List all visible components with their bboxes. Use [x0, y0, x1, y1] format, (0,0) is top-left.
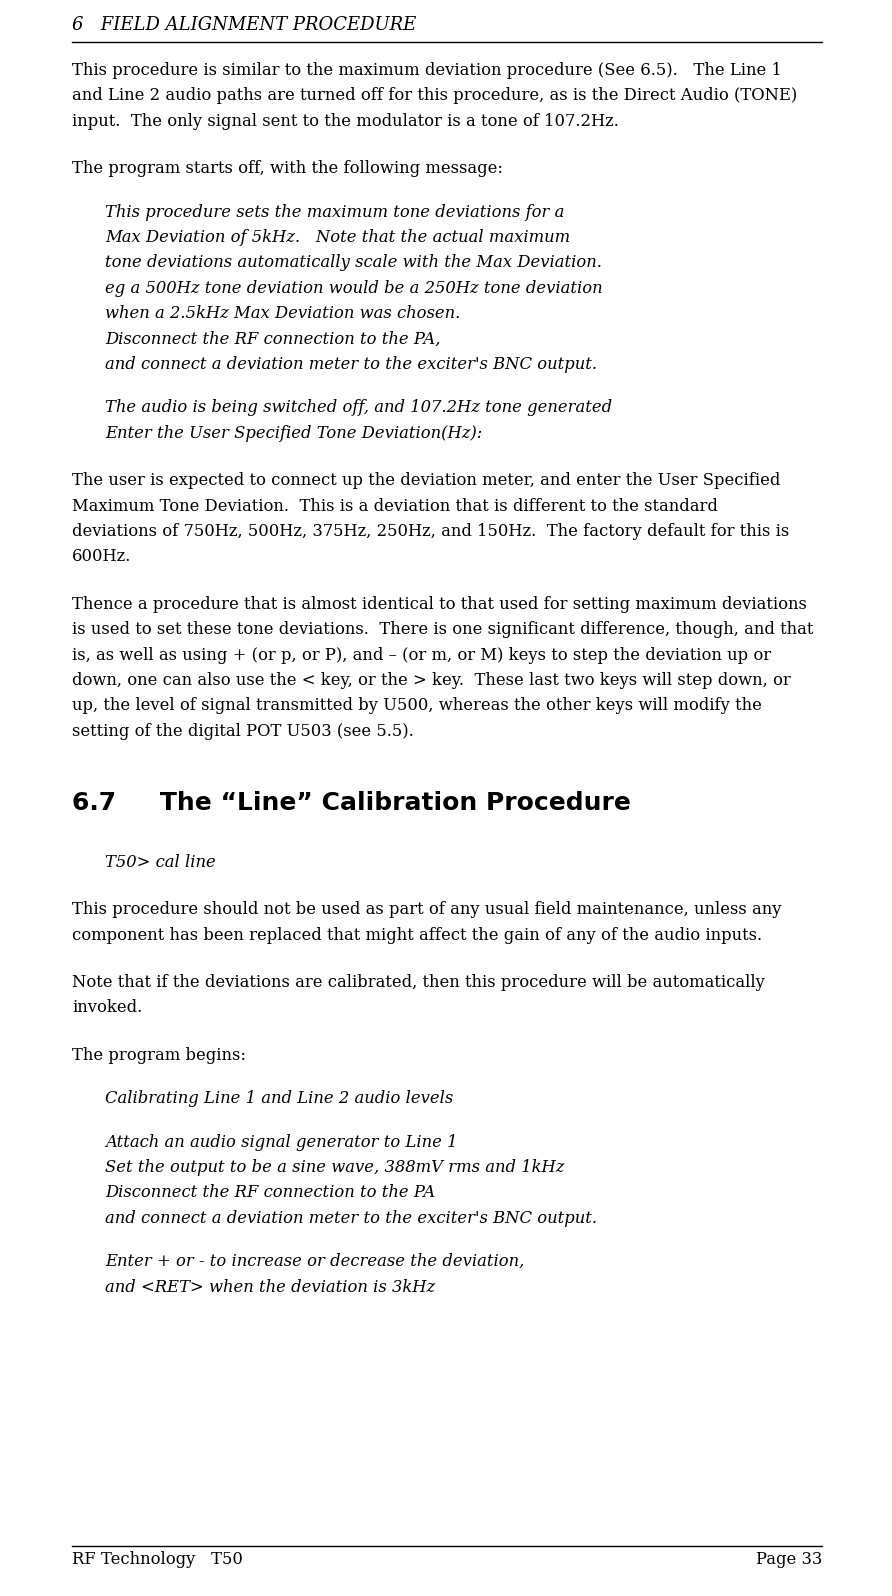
Text: The audio is being switched off, and 107.2Hz tone generated: The audio is being switched off, and 107… — [105, 399, 612, 417]
Text: Attach an audio signal generator to Line 1: Attach an audio signal generator to Line… — [105, 1133, 458, 1151]
Text: and connect a deviation meter to the exciter's BNC output.: and connect a deviation meter to the exc… — [105, 356, 597, 373]
Text: The program starts off, with the following message:: The program starts off, with the followi… — [72, 160, 503, 177]
Text: This procedure is similar to the maximum deviation procedure (See 6.5).   The Li: This procedure is similar to the maximum… — [72, 62, 782, 78]
Text: up, the level of signal transmitted by U500, whereas the other keys will modify : up, the level of signal transmitted by U… — [72, 697, 762, 715]
Text: and <RET> when the deviation is 3kHz: and <RET> when the deviation is 3kHz — [105, 1278, 435, 1296]
Text: and connect a deviation meter to the exciter's BNC output.: and connect a deviation meter to the exc… — [105, 1210, 597, 1227]
Text: This procedure should not be used as part of any usual field maintenance, unless: This procedure should not be used as par… — [72, 902, 781, 918]
Text: Enter the User Specified Tone Deviation(Hz):: Enter the User Specified Tone Deviation(… — [105, 425, 483, 442]
Text: Disconnect the RF connection to the PA: Disconnect the RF connection to the PA — [105, 1184, 435, 1202]
Text: setting of the digital POT U503 (see 5.5).: setting of the digital POT U503 (see 5.5… — [72, 723, 414, 741]
Text: Maximum Tone Deviation.  This is a deviation that is different to the standard: Maximum Tone Deviation. This is a deviat… — [72, 498, 718, 514]
Text: input.  The only signal sent to the modulator is a tone of 107.2Hz.: input. The only signal sent to the modul… — [72, 113, 619, 129]
Text: deviations of 750Hz, 500Hz, 375Hz, 250Hz, and 150Hz.  The factory default for th: deviations of 750Hz, 500Hz, 375Hz, 250Hz… — [72, 523, 789, 539]
Text: component has been replaced that might affect the gain of any of the audio input: component has been replaced that might a… — [72, 927, 762, 943]
Text: Max Deviation of 5kHz.   Note that the actual maximum: Max Deviation of 5kHz. Note that the act… — [105, 228, 570, 246]
Text: This procedure sets the maximum tone deviations for a: This procedure sets the maximum tone dev… — [105, 204, 565, 220]
Text: eg a 500Hz tone deviation would be a 250Hz tone deviation: eg a 500Hz tone deviation would be a 250… — [105, 279, 603, 297]
Text: Calibrating Line 1 and Line 2 audio levels: Calibrating Line 1 and Line 2 audio leve… — [105, 1090, 453, 1108]
Text: is, as well as using + (or p, or P), and – (or m, or M) keys to step the deviati: is, as well as using + (or p, or P), and… — [72, 646, 771, 664]
Text: Note that if the deviations are calibrated, then this procedure will be automati: Note that if the deviations are calibrat… — [72, 974, 764, 991]
Text: 600Hz.: 600Hz. — [72, 549, 131, 565]
Text: when a 2.5kHz Max Deviation was chosen.: when a 2.5kHz Max Deviation was chosen. — [105, 305, 460, 322]
Text: 6.7     The “Line” Calibration Procedure: 6.7 The “Line” Calibration Procedure — [72, 792, 631, 816]
Text: T50> cal line: T50> cal line — [105, 854, 216, 871]
Text: The program begins:: The program begins: — [72, 1047, 246, 1065]
Text: 6   FIELD ALIGNMENT PROCEDURE: 6 FIELD ALIGNMENT PROCEDURE — [72, 16, 417, 34]
Text: tone deviations automatically scale with the Max Deviation.: tone deviations automatically scale with… — [105, 254, 602, 271]
Text: Page 33: Page 33 — [756, 1551, 822, 1567]
Text: The user is expected to connect up the deviation meter, and enter the User Speci: The user is expected to connect up the d… — [72, 472, 780, 490]
Text: Enter + or - to increase or decrease the deviation,: Enter + or - to increase or decrease the… — [105, 1253, 524, 1270]
Text: down, one can also use the < key, or the > key.  These last two keys will step d: down, one can also use the < key, or the… — [72, 672, 790, 689]
Text: Disconnect the RF connection to the PA,: Disconnect the RF connection to the PA, — [105, 330, 441, 348]
Text: invoked.: invoked. — [72, 999, 142, 1017]
Text: is used to set these tone deviations.  There is one significant difference, thou: is used to set these tone deviations. Th… — [72, 621, 814, 638]
Text: and Line 2 audio paths are turned off for this procedure, as is the Direct Audio: and Line 2 audio paths are turned off fo… — [72, 88, 797, 104]
Text: Set the output to be a sine wave, 388mV rms and 1kHz: Set the output to be a sine wave, 388mV … — [105, 1159, 565, 1176]
Text: Thence a procedure that is almost identical to that used for setting maximum dev: Thence a procedure that is almost identi… — [72, 595, 807, 613]
Text: RF Technology   T50: RF Technology T50 — [72, 1551, 243, 1567]
